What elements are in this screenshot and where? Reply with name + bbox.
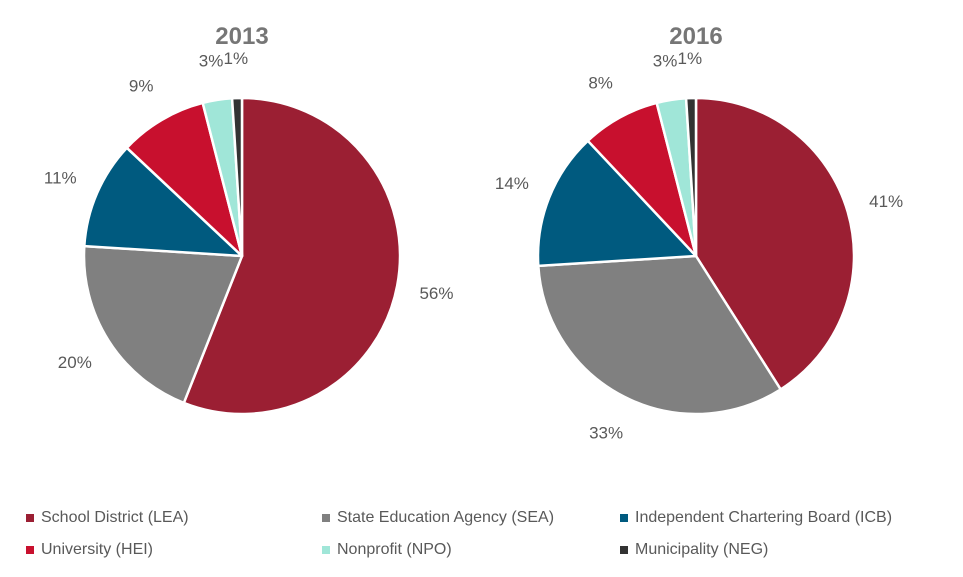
legend-label: Nonprofit (NPO)	[337, 541, 452, 558]
pie-charts: 2013 2016 56%20%11%9%3% 1% 41%33%14%8%3% 1…	[44, 23, 903, 442]
slice-label-lea-2013: 56%	[419, 284, 453, 303]
legend-swatch	[620, 514, 628, 522]
slice-label-npo-2016: 3%	[653, 51, 678, 70]
legend-item-neg: Municipality (NEG)	[620, 541, 768, 559]
slice-label-npo-2013: 3%	[199, 51, 224, 70]
legend-label: School District (LEA)	[41, 509, 189, 526]
slice-label-sea-2013: 20%	[58, 353, 92, 372]
slice-icb-2013	[83, 146, 244, 258]
legend-item-sea: State Education Agency (SEA)	[322, 509, 554, 527]
legend-label: Municipality (NEG)	[635, 541, 769, 558]
slice-sea-2013	[82, 244, 244, 405]
legend-swatch	[26, 514, 34, 522]
legend-swatch	[620, 546, 628, 554]
legend-item-hei: University (HEI)	[26, 541, 153, 559]
slice-label-icb-2016: 14%	[495, 174, 529, 193]
chart-title-2013: 2013	[215, 23, 268, 50]
slice-neg-2016	[684, 96, 698, 258]
slice-icb-2016	[536, 139, 698, 268]
slice-neg-2013	[230, 96, 244, 258]
legend-item-npo: Nonprofit (NPO)	[322, 541, 452, 559]
slice-lea-2013	[182, 96, 402, 416]
legend-swatch	[322, 514, 330, 522]
slice-label-sea-2016: 33%	[589, 423, 623, 442]
slice-label-lea-2016: 41%	[869, 192, 903, 211]
chart-title-2016: 2016	[669, 23, 722, 50]
legend-label: University (HEI)	[41, 541, 154, 558]
legend-label: Independent Chartering Board (ICB)	[635, 509, 893, 526]
pie-2016: 41% 33% 14% 8% 3% 1%	[495, 49, 903, 442]
slice-label-hei-2016: 8%	[588, 73, 613, 92]
slice-label-icb-2013: 11%	[44, 168, 77, 187]
pie-2013: 56% 20% 11% 9% 3% 1%	[44, 49, 454, 416]
legend-item-icb: Independent Chartering Board (ICB)	[620, 509, 892, 527]
slice-sea-2016	[537, 254, 782, 416]
legend-label: State Education Agency (SEA)	[337, 509, 555, 526]
legend-item-lea: School District (LEA)	[26, 509, 189, 527]
slice-label-neg-2013: 1%	[223, 49, 248, 68]
legend-swatch	[26, 546, 34, 554]
slice-label-neg-2016: 1%	[677, 49, 702, 68]
slice-label-hei-2013: 9%	[129, 77, 154, 96]
slice-hei-2013	[125, 101, 244, 258]
legend-swatch	[322, 546, 330, 554]
